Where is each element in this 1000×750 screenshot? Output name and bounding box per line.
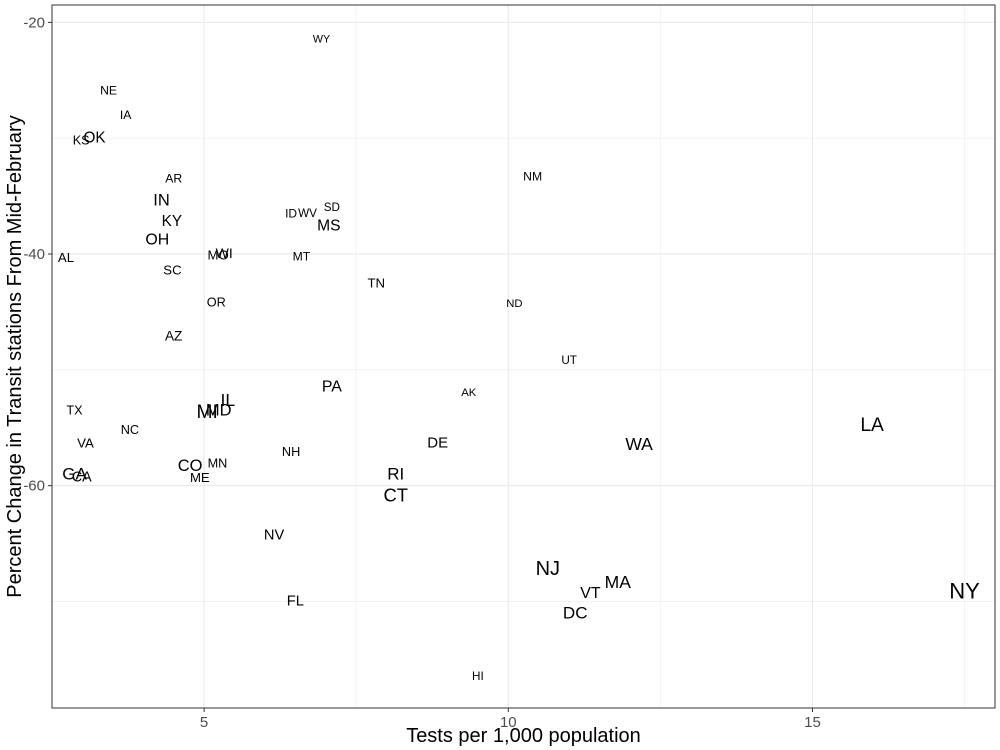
point-label-nv: NV: [264, 527, 285, 543]
point-label-co: CO: [178, 457, 203, 475]
point-label-id: ID: [285, 206, 297, 220]
point-label-tn: TN: [367, 275, 385, 290]
point-label-ct: CT: [383, 484, 408, 505]
axis-ticks: [48, 21, 813, 712]
point-label-wa: WA: [625, 434, 653, 454]
y-tick-label: -20: [23, 14, 45, 31]
point-label-hi: HI: [472, 670, 484, 683]
point-label-ny: NY: [949, 579, 980, 604]
point-label-mt: MT: [293, 249, 311, 263]
point-label-al: AL: [58, 250, 74, 265]
point-label-wy: WY: [313, 34, 330, 46]
x-tick-label: 5: [200, 714, 208, 731]
point-label-ky: KY: [162, 213, 182, 230]
x-axis-tick-labels: 5 10 15: [200, 714, 821, 731]
plot-panel-border: [51, 4, 996, 709]
point-label-vt: VT: [580, 585, 601, 602]
point-label-de: DE: [427, 434, 448, 451]
x-axis-title: Tests per 1,000 population: [406, 725, 641, 747]
point-label-ak: AK: [461, 387, 477, 399]
point-label-wv: WV: [298, 207, 317, 220]
point-label-la: LA: [860, 415, 884, 436]
point-label-mo: MO: [207, 248, 228, 263]
y-tick-label: -60: [23, 478, 45, 495]
point-label-va: VA: [77, 435, 94, 450]
point-label-dc: DC: [563, 604, 588, 623]
point-label-ma: MA: [605, 572, 632, 592]
point-label-oh: OH: [145, 232, 169, 249]
point-label-me: ME: [190, 470, 210, 485]
point-label-ok: OK: [84, 130, 107, 147]
point-label-md: MD: [206, 401, 232, 419]
point-label-ga: GA: [62, 465, 87, 484]
point-label-ks: KS: [73, 134, 90, 148]
point-label-wi: WI: [216, 245, 233, 261]
point-label-or: OR: [207, 296, 226, 310]
point-label-tx: TX: [66, 403, 83, 417]
point-label-sd: SD: [324, 201, 340, 214]
point-label-pa: PA: [322, 379, 342, 396]
y-axis-title: Percent Change in Transit stations From …: [4, 115, 26, 597]
major-gridlines: [52, 5, 995, 708]
point-label-ia: IA: [120, 108, 132, 122]
y-axis-tick-labels: -20 -40 -60: [23, 14, 45, 494]
point-label-ut: UT: [561, 354, 577, 367]
point-label-ca: CA: [72, 470, 92, 486]
x-tick-label: 15: [804, 714, 821, 731]
point-label-ri: RI: [387, 465, 404, 484]
point-label-fl: FL: [287, 593, 304, 609]
y-tick-label: -40: [23, 246, 45, 263]
point-label-mn: MN: [208, 457, 228, 471]
point-label-ne: NE: [100, 84, 117, 98]
point-label-ar: AR: [165, 172, 182, 186]
point-label-nh: NH: [282, 445, 300, 459]
point-label-nd: ND: [506, 298, 522, 310]
point-label-il: IL: [221, 390, 236, 410]
minor-gridlines: [52, 5, 995, 708]
point-label-nc: NC: [121, 423, 139, 437]
point-label-ms: MS: [317, 218, 340, 235]
point-label-nj: NJ: [536, 558, 560, 580]
x-tick-label: 10: [500, 714, 517, 731]
point-label-mi: MI: [196, 402, 217, 423]
point-label-in: IN: [153, 192, 170, 210]
point-label-az: AZ: [165, 329, 182, 344]
point-label-sc: SC: [163, 263, 182, 278]
point-label-nm: NM: [523, 169, 542, 183]
